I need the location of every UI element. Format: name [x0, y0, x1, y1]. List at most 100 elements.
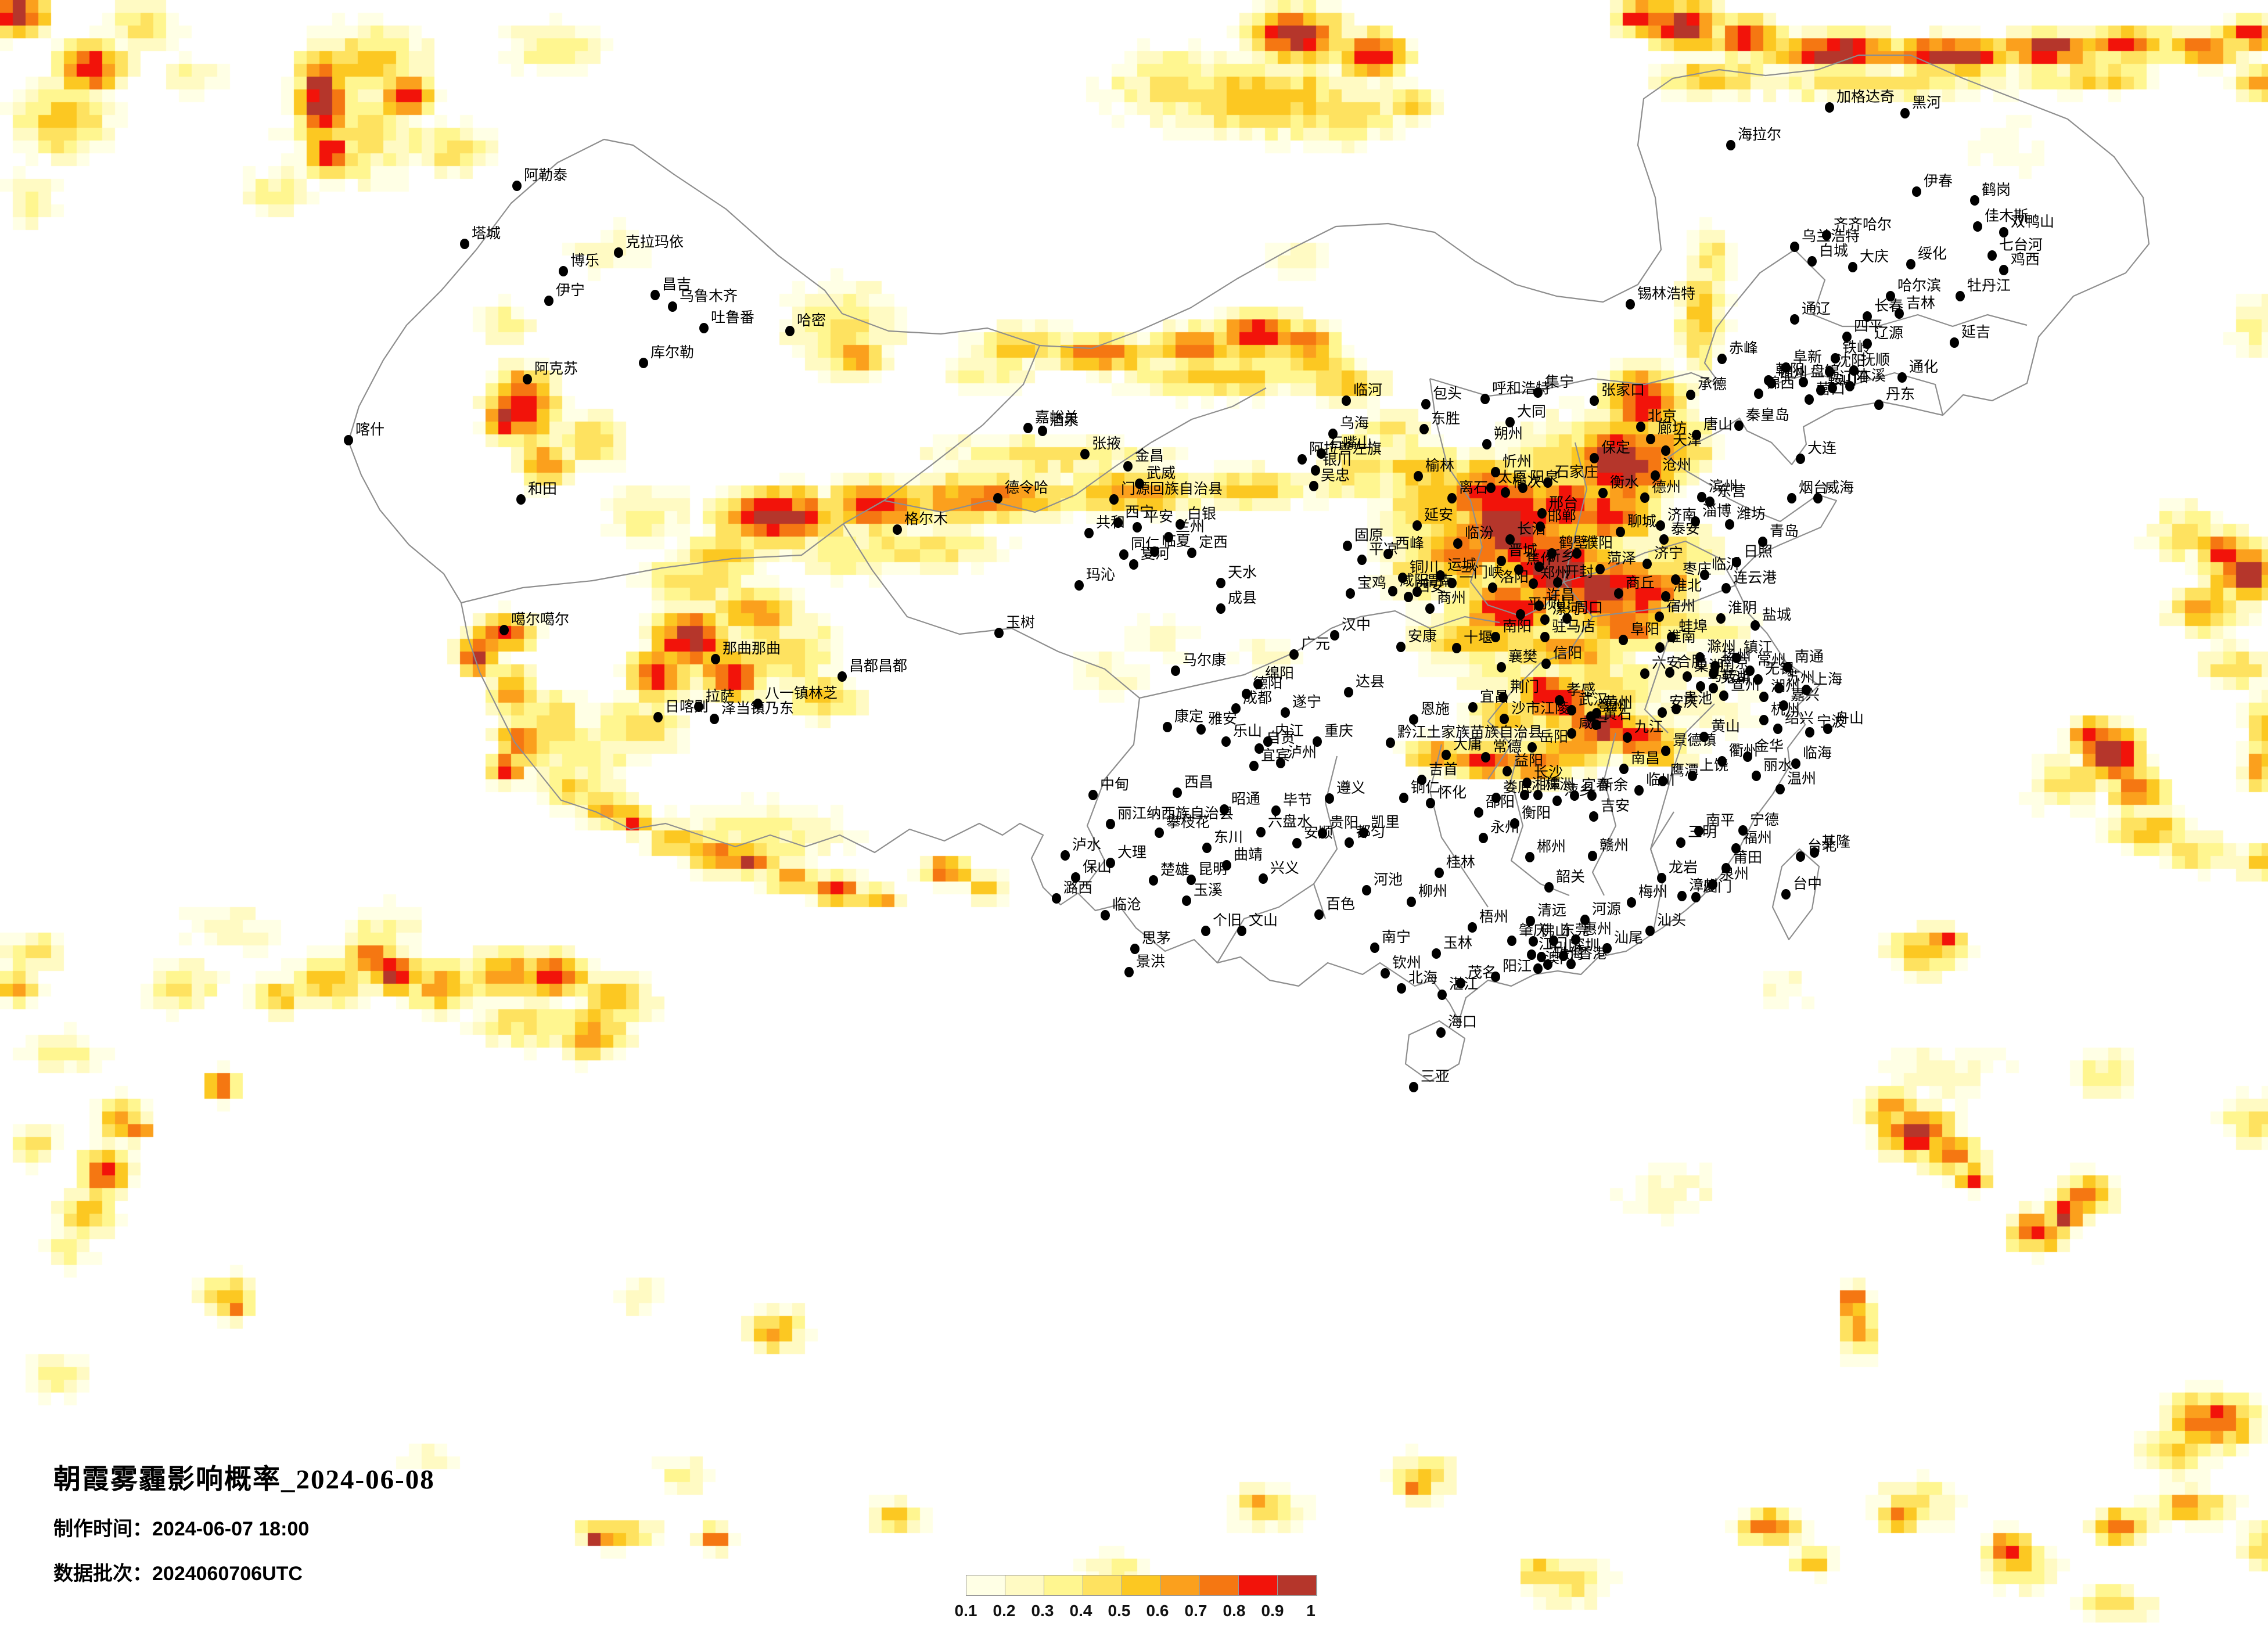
city-label: 赤峰 — [1729, 340, 1758, 357]
city-label: 绥化 — [1918, 246, 1947, 262]
city-dot — [1409, 1082, 1418, 1092]
city-label: 孝感 — [1566, 682, 1595, 698]
city-marker: 廊坊 — [1646, 420, 1687, 444]
city-label: 滁州 — [1707, 639, 1736, 655]
city-dot — [1719, 690, 1728, 701]
city-label: 铜仁 — [1411, 779, 1440, 796]
city-label: 白银 — [1187, 506, 1216, 522]
city-label: 天津 — [1673, 432, 1702, 448]
city-marker: 晋城 — [1497, 542, 1537, 566]
boundary-line — [1429, 744, 1489, 908]
city-dot — [1552, 796, 1562, 806]
city-marker: 营口 — [1805, 381, 1845, 405]
city-dot — [1655, 611, 1664, 622]
city-dot — [1696, 681, 1705, 692]
city-label: 菏泽 — [1607, 551, 1636, 567]
city-label: 鹤壁 — [1559, 535, 1588, 551]
city-label: 盐城 — [1762, 607, 1791, 623]
city-label: 攀枝花 — [1166, 814, 1210, 830]
city-marker: 赣州 — [1588, 837, 1629, 861]
city-marker: 德令哈 — [993, 480, 1048, 503]
city-label: 荆门 — [1510, 679, 1539, 695]
city-marker: 石家庄 — [1543, 464, 1598, 488]
city-label: 芜湖 — [1720, 670, 1749, 686]
city-label: 巢湖 — [1694, 658, 1723, 674]
boundary-line — [1649, 811, 1674, 934]
city-dot — [1874, 400, 1884, 410]
city-marker: 漳州 — [1677, 877, 1718, 901]
city-marker: 丹东 — [1874, 386, 1915, 410]
city-marker: 北京 — [1636, 408, 1677, 432]
city-label: 门源回族自治县 — [1121, 481, 1223, 497]
city-label: 百色 — [1326, 896, 1355, 912]
legend-swatch — [1278, 1575, 1317, 1595]
city-dot — [1129, 559, 1138, 570]
city-marker: 通化 — [1897, 359, 1938, 383]
city-dot — [1640, 668, 1649, 679]
city-marker: 汉中 — [1330, 617, 1371, 641]
city-dot — [1453, 538, 1462, 549]
city-label: 宣州 — [1731, 677, 1760, 693]
city-marker: 许昌 — [1534, 587, 1575, 611]
city-label: 喀什 — [355, 422, 384, 438]
city-marker: 商丘 — [1614, 575, 1655, 599]
city-label: 嘉兴 — [1791, 687, 1820, 703]
city-dot — [1501, 487, 1510, 498]
city-label: 阿勒泰 — [524, 167, 567, 184]
city-marker: 克拉玛依 — [614, 234, 684, 258]
city-marker: 丽水 — [1752, 757, 1792, 781]
city-marker: 邵阳 — [1474, 794, 1515, 818]
city-dot — [1627, 897, 1636, 908]
city-dot — [1642, 559, 1652, 569]
city-dot — [1231, 703, 1241, 714]
boundary-line — [1563, 581, 1736, 618]
city-label: 文山 — [1249, 912, 1278, 929]
city-label: 株洲 — [1545, 776, 1574, 793]
city-dot — [1313, 736, 1322, 747]
city-dot — [1106, 819, 1115, 829]
city-dot — [1442, 750, 1451, 760]
city-marker: 曲靖 — [1222, 847, 1263, 870]
city-marker: 南阳 — [1491, 618, 1532, 642]
city-marker: 咸阳 — [1388, 573, 1429, 596]
province-boundaries — [347, 54, 2150, 1082]
city-dot — [1474, 807, 1483, 818]
city-dot — [1281, 707, 1290, 718]
city-dot — [1787, 493, 1796, 503]
city-marker: 开封 — [1553, 564, 1594, 588]
city-dot — [1150, 546, 1159, 557]
city-marker: 芜湖 — [1709, 670, 1749, 693]
city-dot — [1525, 852, 1534, 862]
city-dot — [1781, 362, 1791, 373]
city-marker: 聊城 — [1616, 513, 1656, 537]
city-marker: 八一镇林芝 — [753, 685, 838, 709]
city-marker: 吉林 — [1895, 295, 1935, 319]
city-marker: 日照 — [1732, 544, 1773, 567]
city-dot — [1759, 692, 1769, 702]
city-marker: 牡丹江 — [1956, 278, 2011, 301]
city-dot — [1732, 653, 1741, 663]
city-marker: 朔州 — [1482, 426, 1523, 449]
city-label: 钦州 — [1392, 955, 1421, 971]
city-dot — [1555, 695, 1564, 706]
city-dot — [1359, 828, 1368, 838]
city-label: 铁岭 — [1842, 340, 1871, 356]
city-dot — [1271, 805, 1281, 816]
boundary-line — [1086, 697, 1141, 884]
city-label: 承德 — [1698, 376, 1727, 393]
city-marker: 绥化 — [1906, 246, 1947, 269]
city-dot — [1084, 528, 1094, 538]
city-label: 三亚 — [1421, 1069, 1450, 1085]
city-marker: 张掖 — [1080, 436, 1121, 459]
city-dot — [1692, 430, 1701, 440]
city-label: 绵阳 — [1265, 665, 1294, 682]
city-marker: 菏泽 — [1595, 551, 1636, 574]
city-marker: 中甸 — [1088, 776, 1129, 800]
city-dot — [1783, 662, 1792, 672]
city-label: 大庸 — [1453, 736, 1482, 753]
city-dot — [1388, 586, 1397, 596]
city-marker: 洛阳 — [1488, 569, 1529, 593]
city-dot — [1419, 424, 1429, 434]
city-label: 黄石 — [1603, 706, 1632, 722]
city-marker: 阳江 — [1491, 958, 1532, 982]
